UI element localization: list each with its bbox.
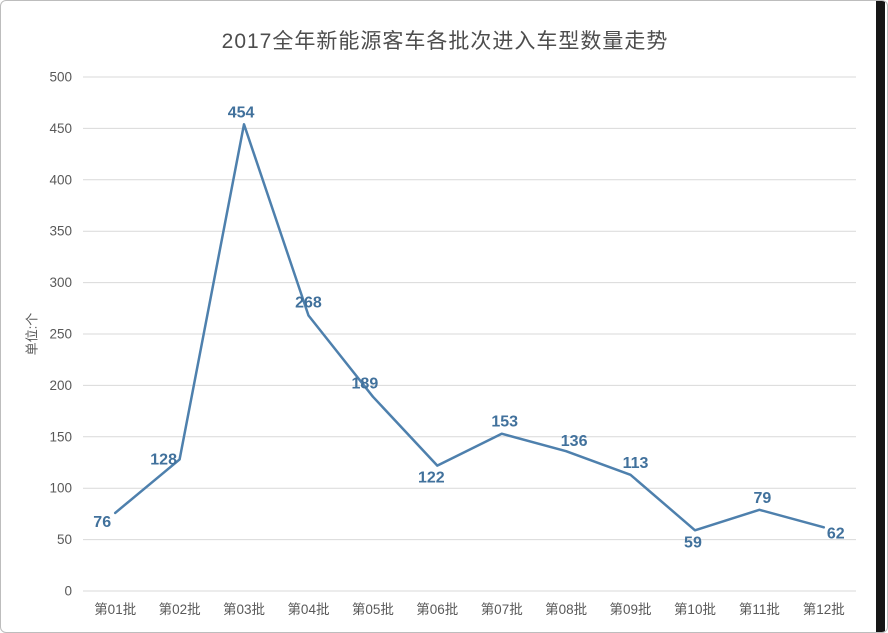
y-axis-tick-label: 100 bbox=[49, 481, 72, 496]
y-axis-tick-label: 350 bbox=[49, 224, 72, 239]
x-axis-tick-label: 第06批 bbox=[416, 601, 458, 617]
data-label: 79 bbox=[753, 490, 771, 507]
data-label: 122 bbox=[418, 470, 445, 487]
data-label: 62 bbox=[827, 525, 845, 542]
x-axis-tick-label: 第12批 bbox=[803, 601, 845, 617]
trend-line bbox=[113, 123, 826, 532]
data-label: 189 bbox=[352, 376, 379, 393]
x-axis-tick-label: 第04批 bbox=[287, 601, 329, 617]
x-axis-tick-label: 第07批 bbox=[481, 601, 523, 617]
y-axis-title: 单位:个 bbox=[24, 312, 40, 356]
y-axis-tick-label: 450 bbox=[49, 121, 72, 136]
x-axis-tick-label: 第11批 bbox=[739, 601, 780, 617]
data-label: 113 bbox=[623, 455, 649, 472]
y-axis-tick-label: 250 bbox=[49, 327, 72, 342]
y-axis-tick-label: 200 bbox=[49, 378, 72, 393]
y-axis-tick-label: 400 bbox=[49, 172, 72, 187]
x-axis-tick-label: 第01批 bbox=[94, 601, 136, 617]
x-axis-tick-label: 第10批 bbox=[674, 601, 716, 617]
x-axis-tick-label: 第05批 bbox=[352, 601, 394, 617]
y-axis-tick-label: 0 bbox=[64, 584, 72, 599]
data-label: 136 bbox=[561, 433, 588, 450]
data-label: 153 bbox=[491, 414, 518, 431]
chart-title: 2017全年新能源客车各批次进入车型数量走势 bbox=[221, 30, 669, 53]
x-axis-tick-label: 第08批 bbox=[545, 601, 587, 617]
y-axis-tick-label: 50 bbox=[57, 532, 72, 547]
x-axis-tick-label: 第02批 bbox=[159, 601, 201, 617]
screenshot-right-edge bbox=[876, 1, 885, 632]
y-axis-tick-label: 500 bbox=[49, 70, 72, 85]
data-label: 76 bbox=[93, 514, 111, 531]
y-axis-tick-label: 300 bbox=[49, 275, 72, 290]
y-axis-tick-label: 150 bbox=[49, 429, 72, 444]
data-label: 59 bbox=[684, 534, 702, 551]
data-label: 128 bbox=[150, 451, 177, 468]
data-label: 454 bbox=[228, 104, 255, 121]
data-label: 268 bbox=[295, 294, 322, 311]
x-axis-tick-label: 第03批 bbox=[223, 601, 265, 617]
x-axis-tick-label: 第09批 bbox=[610, 601, 652, 617]
